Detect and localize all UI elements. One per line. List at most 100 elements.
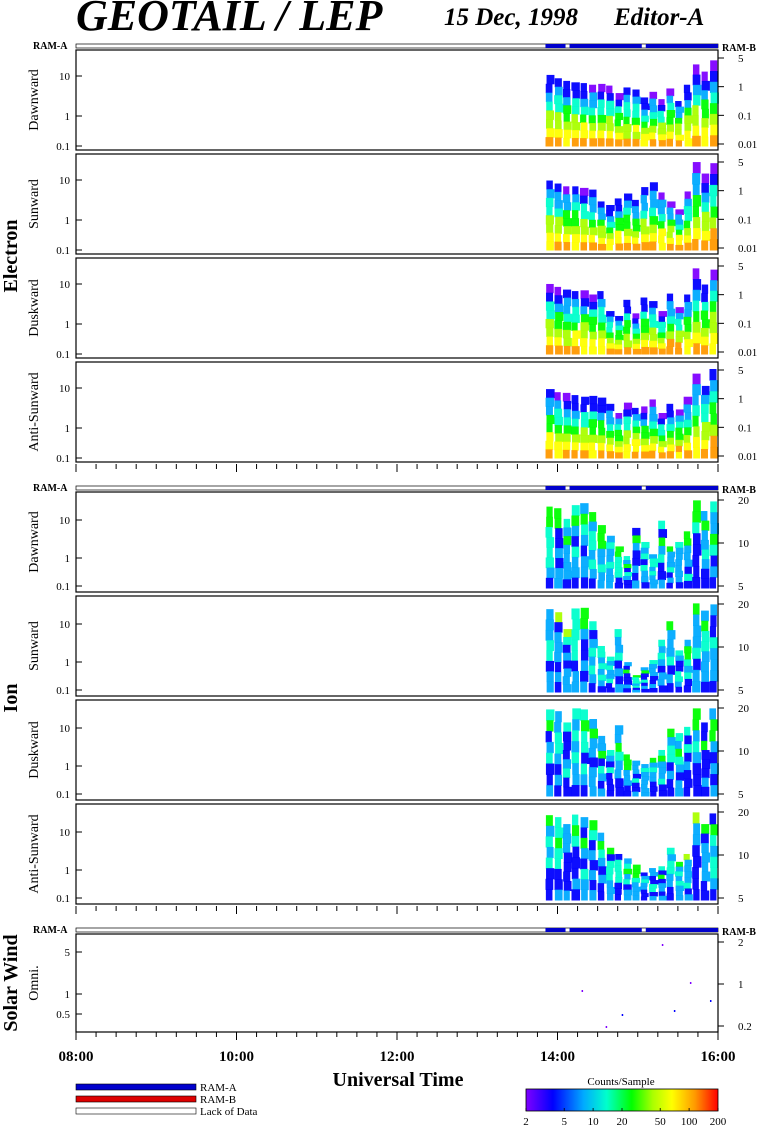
heatmap-cell: [632, 769, 640, 775]
heatmap-cell: [675, 209, 684, 215]
panel: 10 1 0.1 5 1 0.1 0.01 Dawnward: [27, 49, 757, 153]
sparse-point: [709, 1000, 712, 1002]
heatmap-cell: [580, 442, 589, 451]
heatmap-cell: [589, 512, 597, 523]
heatmap-cell: [554, 416, 563, 426]
heatmap-cell: [580, 879, 589, 891]
heatmap-cell: [597, 225, 606, 233]
heatmap-cell: [571, 785, 580, 797]
heatmap-cell: [614, 582, 624, 589]
heatmap-cell: [606, 451, 615, 459]
heatmap-cell: [588, 767, 597, 778]
heatmap-cell: [563, 722, 572, 733]
heatmap-cell: [562, 843, 571, 854]
heatmap-cell: [614, 198, 622, 206]
heatmap-cell: [571, 346, 580, 355]
heatmap-cell: [701, 768, 710, 779]
heatmap-cell: [675, 244, 684, 251]
heatmap-cell: [562, 289, 572, 299]
heatmap-cell: [588, 197, 597, 206]
heatmap-cell: [589, 242, 597, 251]
heatmap-cell: [667, 323, 675, 332]
heatmap-cell: [571, 639, 578, 651]
heatmap-cell: [632, 535, 641, 544]
heatmap-cell: [701, 136, 709, 147]
heatmap-cell: [632, 318, 639, 325]
heatmap-cell: [589, 880, 597, 891]
heatmap-cell: [545, 577, 554, 589]
heatmap-cell: [632, 895, 640, 901]
heatmap-cell: [571, 395, 579, 404]
heatmap-cell: [641, 541, 650, 549]
heatmap-cell: [546, 206, 553, 216]
heatmap-cell: [562, 392, 571, 402]
heatmap-cell: [641, 776, 650, 781]
heatmap-cell: [666, 88, 675, 97]
group-label: Ion: [0, 684, 22, 713]
heatmap-cell: [589, 674, 597, 684]
heatmap-cell: [701, 108, 709, 119]
heatmap-cell: [614, 561, 622, 568]
heatmap-cell: [597, 442, 605, 451]
heatmap-cell: [589, 656, 596, 666]
heatmap-cell: [597, 580, 605, 589]
heatmap-cell: [571, 210, 579, 219]
heatmap-cell: [693, 426, 700, 438]
heatmap-cell: [546, 516, 553, 528]
heatmap-cell: [554, 425, 562, 434]
heatmap-cell: [571, 835, 580, 848]
heatmap-cell: [606, 555, 614, 563]
heatmap-cell: [579, 187, 589, 197]
heatmap-cell: [554, 208, 563, 218]
heatmap-cell: [623, 207, 631, 216]
heatmap-cell: [597, 122, 606, 131]
heatmap-cell: [640, 325, 650, 334]
heatmap-cell: [588, 434, 598, 443]
heatmap-cell: [598, 306, 605, 316]
heatmap-cell: [657, 665, 666, 673]
heatmap-cell: [684, 412, 692, 421]
heatmap-cell: [692, 415, 699, 427]
y-tick-label: 10: [59, 383, 71, 395]
heatmap-cell: [597, 532, 605, 542]
heatmap-cell: [623, 759, 632, 766]
heatmap-cell: [657, 104, 666, 112]
heatmap-cell: [615, 676, 624, 685]
heatmap-cell: [614, 572, 623, 579]
heatmap-cell: [606, 860, 615, 868]
heatmap-cell: [624, 572, 633, 577]
heatmap-cell: [641, 451, 650, 459]
editor-label: Editor-A: [613, 4, 704, 31]
heatmap-cell: [598, 572, 605, 581]
heatmap-cell: [658, 646, 666, 654]
heatmap-cell: [657, 755, 666, 762]
heatmap-cell: [554, 328, 563, 338]
heatmap-cell: [675, 876, 683, 882]
heatmap-cell: [675, 871, 683, 877]
heatmap-cell: [692, 115, 699, 127]
heatmap-cell: [683, 316, 692, 325]
heatmap-cell: [623, 580, 633, 585]
y-tick-label: 0.1: [56, 685, 70, 697]
heatmap-cell: [675, 214, 682, 221]
heatmap-cell: [684, 339, 693, 348]
heatmap-cell: [684, 888, 692, 895]
heatmap-cell: [606, 772, 613, 780]
heatmap-cell: [649, 566, 656, 572]
y2-tick-label: 0.1: [738, 110, 752, 122]
heatmap-cell: [649, 554, 658, 559]
heatmap-cell: [658, 784, 667, 791]
heatmap-cell: [632, 542, 640, 551]
heatmap-cell: [571, 505, 580, 516]
heatmap-cell: [658, 140, 666, 147]
heatmap-cell: [684, 138, 693, 147]
heatmap-cell: [675, 336, 683, 343]
group-label: Electron: [0, 220, 22, 293]
y2-tick-label: 0.01: [738, 243, 757, 255]
heatmap-cell: [606, 93, 614, 102]
heatmap-cell: [615, 853, 623, 861]
heatmap-cell: [580, 670, 589, 682]
heatmap-cell: [555, 837, 563, 849]
heatmap-cell: [658, 520, 666, 530]
heatmap-cell: [572, 90, 580, 99]
